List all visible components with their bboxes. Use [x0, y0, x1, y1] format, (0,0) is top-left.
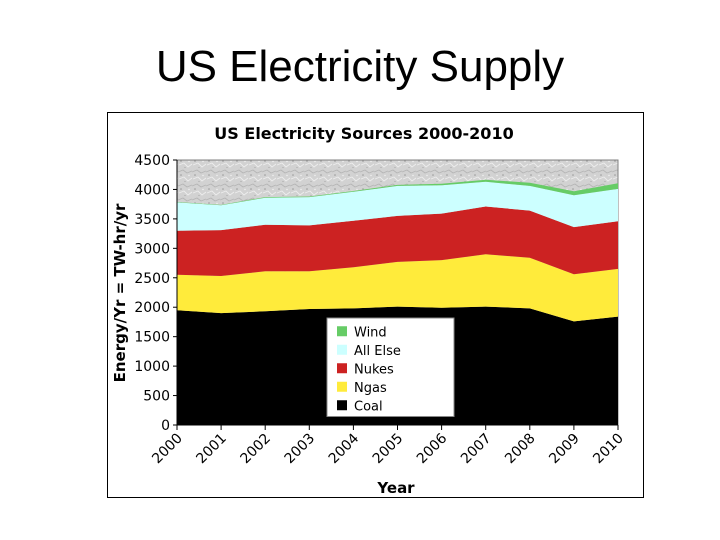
x-tick-label: 2001: [193, 431, 230, 468]
x-tick-label: 2003: [282, 431, 319, 468]
y-tick-label: 0: [161, 418, 170, 434]
legend-label-wind: Wind: [354, 325, 387, 340]
legend-label-all-else: All Else: [354, 344, 401, 359]
chart-title: US Electricity Sources 2000-2010: [214, 124, 513, 143]
y-tick-label: 2500: [134, 271, 170, 287]
legend-swatch-all-else: [337, 344, 347, 355]
area-chart: US Electricity Sources 2000-2010 0 500 100…: [111, 124, 627, 497]
x-tick-label: 2008: [502, 431, 539, 468]
legend-label-nukes: Nukes: [354, 362, 394, 377]
y-tick-label: 500: [143, 389, 170, 405]
legend-swatch-wind: [337, 326, 347, 337]
y-tick-label: 2000: [134, 300, 170, 316]
legend-swatch-ngas: [337, 381, 347, 392]
slide-title: US Electricity Supply: [155, 42, 565, 91]
x-tick-label: 2000: [149, 431, 186, 468]
legend-swatch-coal: [337, 400, 347, 411]
x-axis-label: Year: [376, 479, 415, 497]
x-tick-label: 2004: [326, 430, 363, 467]
x-tick-label: 2005: [370, 431, 407, 468]
legend-swatch-nukes: [337, 363, 347, 374]
y-tick-label: 3500: [134, 212, 170, 228]
area-all-else: [177, 181, 618, 231]
x-tick-label: 2010: [590, 431, 627, 468]
y-axis-label: Energy/Yr = TW-hr/yr: [111, 203, 129, 382]
chart-frame: US Electricity Sources 2000-2010 0 500 100…: [107, 112, 644, 498]
legend: [326, 317, 455, 417]
legend-label-coal: Coal: [354, 399, 383, 414]
x-tick-label: 2009: [546, 431, 583, 468]
area-nukes: [177, 206, 618, 276]
x-tick-label: 2006: [414, 430, 451, 467]
y-tick-label: 1000: [134, 359, 170, 375]
legend-label-ngas: Ngas: [354, 381, 387, 396]
y-tick-label: 4000: [134, 182, 170, 198]
y-tick-label: 1500: [134, 330, 170, 346]
area-ngas: [177, 254, 618, 322]
y-tick-label: 3000: [134, 241, 170, 257]
area-wind: [177, 179, 618, 206]
x-tick-label: 2002: [238, 431, 275, 468]
x-tick-label: 2007: [458, 431, 495, 468]
y-tick-label: 4500: [134, 153, 170, 169]
